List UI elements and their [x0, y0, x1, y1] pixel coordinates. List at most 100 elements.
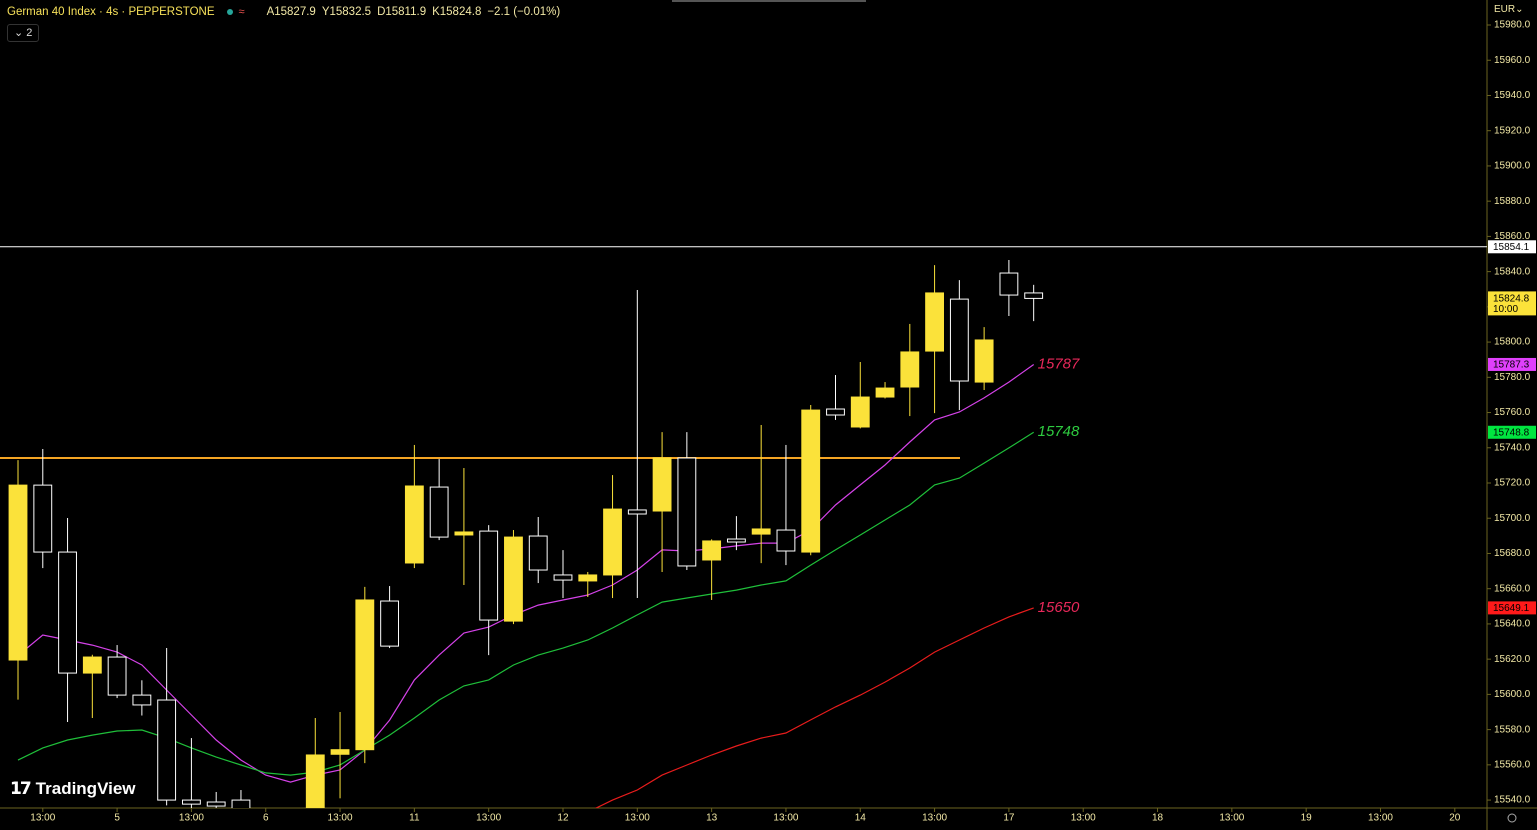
ohlc-value: 15832.5	[329, 6, 372, 18]
x-tick-label: 13:00	[179, 813, 204, 824]
ohlc-value: 15824.8	[439, 6, 482, 18]
currency[interactable]: EUR⌄	[1494, 4, 1524, 15]
x-tick-label: 13:00	[30, 813, 55, 824]
x-tick-label: 20	[1449, 813, 1461, 824]
countdown-label: 10:00	[1493, 304, 1518, 315]
x-tick-label: 17	[1003, 813, 1015, 824]
x-tick-label: 12	[557, 813, 569, 824]
candle-body	[82, 656, 102, 674]
x-tick-label: 13:00	[328, 813, 353, 824]
ohlc-key: D	[377, 6, 386, 18]
candle-body	[900, 351, 920, 388]
candle-body	[330, 749, 350, 755]
candle-body	[850, 396, 870, 428]
candle-body	[206, 801, 226, 807]
y-tick-label: 15740.0	[1494, 442, 1531, 453]
x-tick-label: 14	[855, 813, 867, 824]
y-tick-label: 15860.0	[1494, 231, 1531, 242]
y-tick-label: 15760.0	[1494, 407, 1531, 418]
candle-body	[677, 457, 697, 567]
x-tick-label: 13:00	[1071, 813, 1096, 824]
candle-body	[181, 799, 201, 805]
y-tick-label: 15700.0	[1494, 513, 1531, 524]
watermark-text: TradingView	[35, 779, 136, 798]
candle-body	[380, 600, 400, 647]
x-tick-label: 13:00	[1368, 813, 1393, 824]
candle-body	[999, 272, 1019, 296]
candle-body	[578, 574, 598, 582]
status-icon: ≈	[238, 6, 245, 18]
hline-price-tag-label: 15854.1	[1493, 242, 1530, 253]
candle-body	[157, 699, 177, 801]
candle-body	[132, 694, 152, 706]
series-price-tag-label: 15748.8	[1493, 427, 1530, 438]
y-tick-label: 15540.0	[1494, 795, 1531, 806]
ohlc-key: A	[266, 6, 275, 18]
change: −2.1 (−0.01%)	[487, 6, 561, 18]
y-tick-label: 15680.0	[1494, 548, 1531, 559]
candle-body	[726, 538, 746, 543]
candle-body	[652, 457, 672, 512]
indicator-count: 2	[26, 27, 33, 39]
candle-body	[801, 409, 821, 553]
moving-average	[594, 607, 1034, 808]
candle-body	[776, 529, 796, 552]
ohlc-key: K	[432, 6, 440, 18]
y-tick-label: 15980.0	[1494, 20, 1531, 31]
last-price-label: 15824.8	[1493, 294, 1530, 305]
y-tick-label: 15640.0	[1494, 619, 1531, 630]
series-price-tag-label: 15649.1	[1493, 603, 1530, 614]
y-tick-label: 15600.0	[1494, 689, 1531, 700]
candle-body	[454, 531, 474, 536]
settings-icon[interactable]	[1507, 813, 1517, 823]
candle-body	[305, 754, 325, 808]
candle-body	[231, 799, 251, 808]
y-tick-label: 15960.0	[1494, 55, 1531, 66]
y-tick-label: 15660.0	[1494, 583, 1531, 594]
series-end-label: 15787	[1038, 355, 1080, 372]
plot-area	[0, 246, 1487, 808]
ohlc-value: 15827.9	[274, 6, 316, 18]
candle-body	[429, 486, 449, 538]
series-price-tag	[1488, 601, 1536, 615]
x-tick-label: 13:00	[476, 813, 501, 824]
y-tick-label: 15580.0	[1494, 724, 1531, 735]
x-tick-label: 13:00	[1219, 813, 1244, 824]
ohlc-key: Y	[321, 6, 330, 18]
chart-header: German 40 Index · 4s · PEPPERSTONE ≈ A 15…	[7, 6, 562, 18]
candle-body	[751, 528, 771, 535]
candle-body	[107, 656, 127, 696]
candle-body	[504, 536, 523, 622]
series-price-tag	[1488, 425, 1536, 439]
y-tick-label: 15880.0	[1494, 196, 1531, 207]
indicator-toggle[interactable]: ⌄ 2	[7, 24, 40, 42]
logo: 𝟭𝟳	[10, 779, 32, 798]
y-tick-label: 15840.0	[1494, 266, 1531, 277]
x-tick-label: 18	[1152, 813, 1164, 824]
candle-body	[875, 387, 895, 398]
series-end-label: 15650	[1038, 599, 1080, 616]
candle-body	[974, 339, 994, 383]
y-tick-label: 15780.0	[1494, 372, 1531, 383]
x-tick-label: 6	[263, 813, 269, 824]
y-tick-label: 15560.0	[1494, 759, 1531, 770]
candle-body	[355, 599, 375, 751]
candle-body	[925, 292, 944, 352]
candle-body	[603, 508, 622, 576]
ohlc-value: 15811.9	[385, 6, 427, 18]
x-tick-label: 19	[1301, 813, 1313, 824]
scroll-handle	[672, 0, 866, 2]
y-tick-label: 15940.0	[1494, 90, 1531, 101]
series-price-tag-label: 15787.3	[1493, 360, 1530, 371]
x-tick-label: 13:00	[625, 813, 650, 824]
candle-body	[8, 484, 28, 661]
moving-average	[17, 431, 1035, 776]
x-tick-label: 5	[114, 813, 120, 824]
x-tick-label: 13:00	[922, 813, 947, 824]
candle-body	[826, 408, 845, 416]
last-price-tag	[1488, 291, 1536, 316]
x-tick-label: 13:00	[773, 813, 798, 824]
series-end-label: 15748	[1038, 423, 1080, 440]
